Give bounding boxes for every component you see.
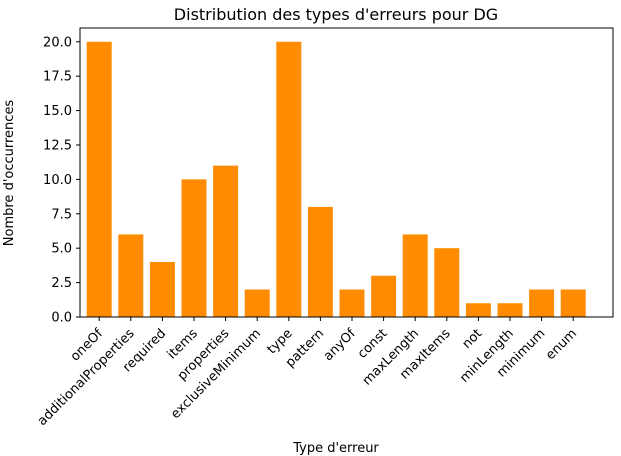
bar-maxItems — [434, 248, 460, 317]
bar-minLength — [497, 303, 523, 317]
y-tick-label: 20.0 — [43, 35, 72, 50]
bars-group — [86, 41, 586, 317]
bar-const — [371, 275, 397, 317]
y-tick-label: 0.0 — [51, 311, 72, 326]
y-tick-label: 15.0 — [43, 104, 72, 119]
bar-anyOf — [339, 289, 365, 317]
bar-minimum — [529, 289, 555, 317]
y-tick-label: 17.5 — [43, 70, 72, 85]
bar-pattern — [307, 206, 333, 317]
plot-frame — [79, 27, 614, 318]
y-tick-label: 5.0 — [51, 242, 72, 257]
y-tick-label: 12.5 — [43, 138, 72, 153]
bar-additionalProperties — [118, 234, 144, 317]
y-tick-label: 10.0 — [43, 173, 72, 188]
bar-not — [465, 303, 491, 317]
bar-exclusiveMinimum — [244, 289, 270, 317]
x-axis-label: Type d'erreur — [292, 441, 379, 456]
bar-type — [276, 41, 302, 317]
bar-enum — [560, 289, 586, 317]
bar-required — [149, 261, 175, 317]
bar-maxLength — [402, 234, 428, 317]
y-axis-label: Nombre d'occurrences — [2, 100, 17, 247]
chart-title: Distribution des types d'erreurs pour DG — [174, 5, 498, 24]
bar-items — [181, 179, 207, 317]
bar-properties — [213, 165, 239, 317]
y-tick-label: 7.5 — [51, 207, 72, 222]
y-axis: 0.0 2.5 5.0 7.5 10.0 12.5 15.0 17.5 20.0 — [43, 35, 80, 326]
y-tick-label: 2.5 — [51, 276, 72, 291]
bar-oneOf — [86, 41, 112, 317]
